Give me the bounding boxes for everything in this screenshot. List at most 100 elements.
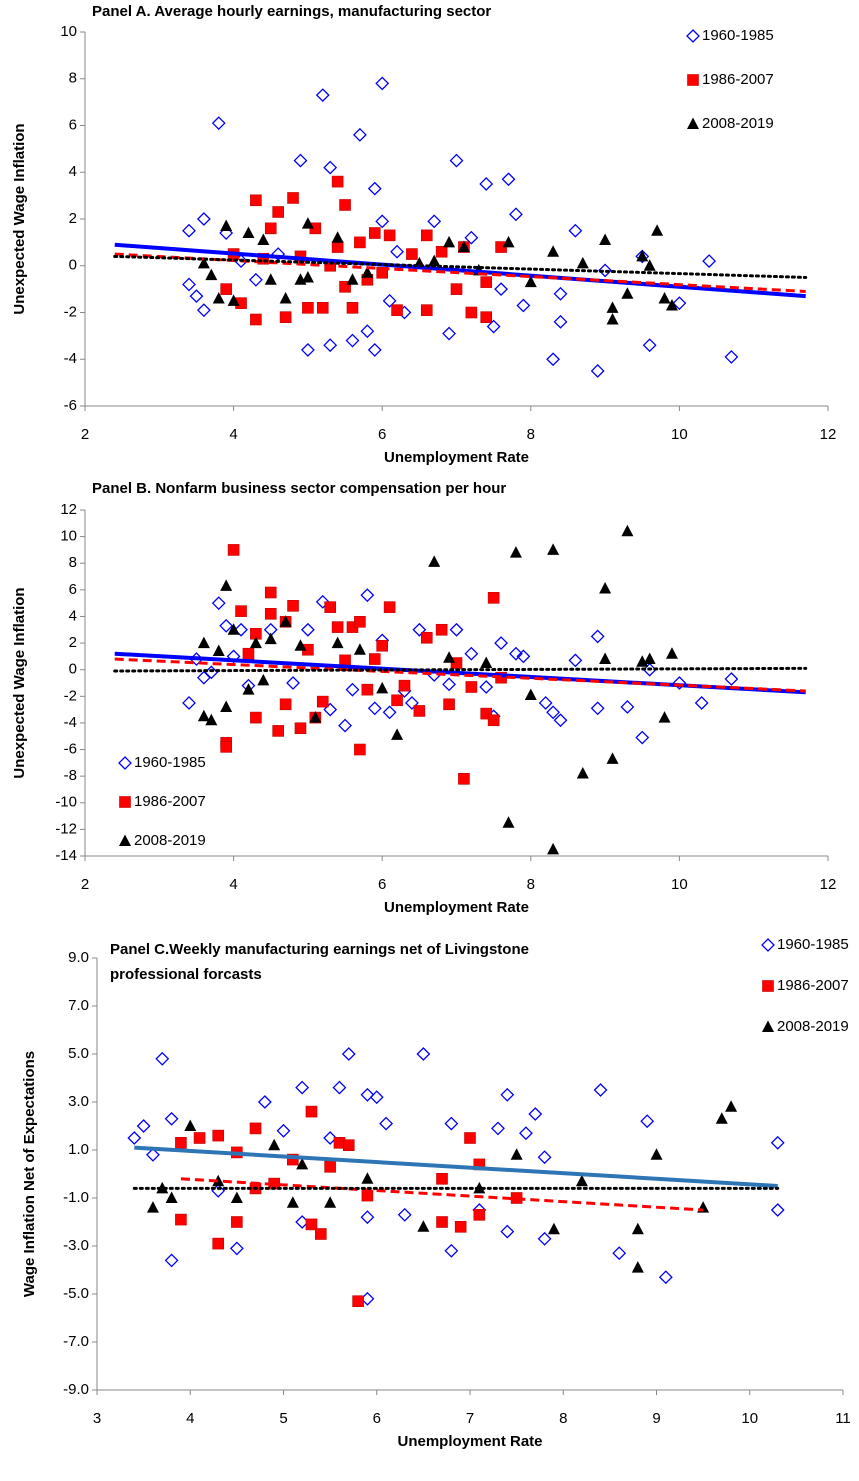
marker-triangle [606,752,619,764]
marker-diamond [724,349,739,364]
legend-label: 2008-2019 [702,115,774,132]
x-tick-label: 4 [229,876,237,893]
marker-square [464,1132,476,1144]
marker-triangle [205,713,218,726]
marker-diamond [300,622,315,637]
x-tick-label: 6 [373,1410,381,1427]
y-tick-label: 4 [69,607,77,624]
marker-diamond [338,718,352,733]
marker-triangle [324,1196,337,1208]
x-tick-label: 12 [820,426,837,443]
marker-triangle [621,524,634,537]
marker-diamond [509,646,523,661]
marker-square [324,601,336,613]
marker-triangle [428,254,441,267]
y-tick-label: -2 [64,687,77,704]
marker-triangle [197,636,210,649]
marker-diamond [196,670,211,685]
trendline [113,666,808,673]
marker-diamond [444,1116,459,1131]
marker-diamond [412,622,427,637]
marker-square [242,647,255,660]
marker-triangle [220,219,233,232]
marker-square [480,707,493,720]
marker-square [305,1218,318,1231]
marker-diamond [724,672,739,686]
marker-triangle [725,1100,738,1112]
marker-square [762,980,774,992]
marker-square [406,248,418,260]
marker-square [361,1189,374,1202]
marker-diamond [182,696,196,710]
y-tick-label: -1.0 [63,1189,89,1206]
marker-diamond [379,1116,393,1131]
marker-triangle [361,1172,374,1184]
marker-triangle [599,582,612,594]
marker-square [458,773,470,785]
marker-triangle [443,235,456,248]
marker-triangle [279,291,292,304]
x-tick-label: 2 [81,876,89,893]
marker-square [331,621,344,633]
marker-diamond [155,1051,170,1066]
marker-square [487,592,500,604]
marker-square [235,605,247,617]
marker-square [339,280,351,293]
x-tick-label: 5 [279,1410,287,1427]
marker-square [331,241,344,253]
marker-triangle [606,301,619,313]
marker-triangle [257,673,270,686]
marker-triangle [665,647,678,659]
y-tick-label: 6 [69,581,77,598]
y-axis-label: Unexpected Wage Inflation [11,123,28,314]
marker-square [279,698,292,711]
marker-diamond [694,696,709,710]
marker-triangle [658,711,671,723]
marker-diamond [590,629,605,644]
marker-triangle [376,681,389,694]
marker-diamond [516,649,531,664]
marker-diamond [442,677,456,692]
marker-triangle [524,688,537,700]
y-tick-label: 10 [60,23,77,40]
marker-square [487,714,500,727]
y-tick-label: -2 [64,303,77,320]
y-tick-label: 10 [60,528,77,545]
marker-square [302,302,314,314]
marker-triangle [212,644,225,657]
marker-triangle [575,1174,588,1187]
marker-triangle [361,266,374,278]
y-axis-label: Unexpected Wage Inflation [11,587,28,778]
marker-square [331,175,344,188]
marker-diamond [553,314,568,329]
y-tick-label: -14 [55,847,77,864]
marker-diamond [442,326,456,341]
marker-triangle [576,256,589,269]
marker-triangle [631,1261,644,1273]
marker-triangle [651,224,664,236]
marker-triangle [658,291,671,304]
marker-square [264,586,277,599]
panel: Panel B. Nonfarm business sector compens… [11,480,836,916]
marker-square [435,623,448,636]
marker-diamond [352,127,367,142]
marker-diamond [196,212,211,226]
marker-square [279,311,292,323]
marker-triangle [599,233,612,246]
marker-diamond [293,153,308,168]
marker-diamond [464,646,479,661]
marker-square [342,1139,355,1151]
marker-diamond [315,594,330,609]
marker-square [249,1122,262,1135]
marker-triangle [346,273,359,285]
marker-triangle [502,816,515,828]
marker-diamond [479,177,494,191]
marker-diamond [642,338,657,353]
marker-diamond [416,1047,431,1061]
x-axis-label: Unemployment Rate [384,449,529,466]
y-tick-label: 0 [69,661,77,678]
marker-diamond [516,298,531,313]
marker-diamond [598,263,613,278]
panel: Panel A. Average hourly earnings, manufa… [11,3,836,466]
marker-diamond [528,1107,543,1121]
